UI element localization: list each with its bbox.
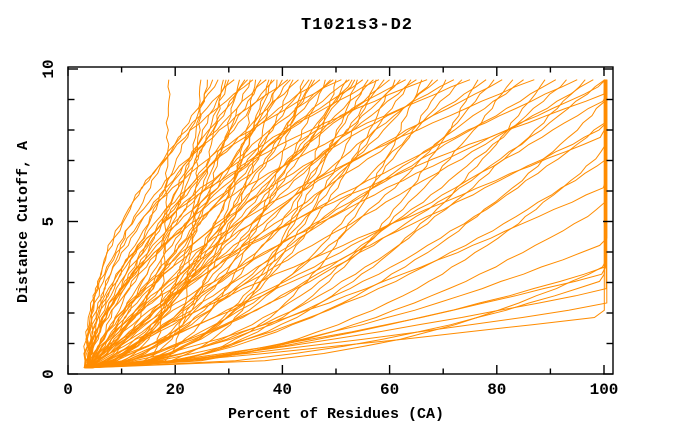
model-curve	[90, 79, 390, 368]
model-curve	[90, 79, 605, 369]
model-curve	[88, 79, 377, 369]
model-curve	[89, 79, 433, 369]
model-curve	[89, 79, 607, 369]
model-curve	[86, 79, 270, 369]
model-curve	[89, 79, 262, 369]
x-tick-label: 20	[166, 381, 185, 399]
model-curve	[86, 79, 606, 369]
x-tick-label: 100	[590, 381, 619, 399]
model-curve	[88, 79, 487, 369]
model-curve	[90, 79, 326, 369]
model-curve	[87, 79, 607, 369]
model-curve	[86, 79, 608, 369]
model-curve	[83, 79, 235, 368]
axis-ticks	[67, 67, 613, 375]
model-curve	[88, 79, 248, 369]
x-tick-label: 80	[487, 381, 506, 399]
tick-labels: 0 20 40 60 80 100 0 5 10	[40, 59, 618, 399]
model-curve	[86, 79, 514, 369]
model-curve	[84, 79, 439, 369]
model-curve	[85, 79, 412, 369]
model-curve	[88, 79, 503, 369]
model-curve	[86, 79, 374, 369]
model-curve	[87, 79, 471, 368]
y-axis-label: Distance Cutoff, A	[15, 141, 32, 303]
model-curve	[85, 79, 227, 369]
model-curve	[85, 79, 607, 369]
model-curve	[86, 79, 586, 369]
chart-title: T1021s3-D2	[301, 16, 413, 35]
model-curve	[90, 79, 230, 369]
x-tick-label: 60	[380, 381, 399, 399]
plot-frame	[67, 66, 614, 375]
model-curve	[86, 79, 313, 369]
model-curve	[90, 79, 578, 369]
model-curve	[88, 79, 594, 369]
model-curve	[87, 79, 605, 369]
model-curve	[88, 79, 278, 369]
y-tick-label: 0	[40, 369, 58, 379]
model-curve	[87, 79, 219, 368]
x-tick-label: 0	[63, 381, 73, 399]
model-curve	[87, 79, 334, 368]
model-curve	[83, 79, 267, 369]
model-curve	[87, 79, 524, 369]
model-curves	[83, 79, 608, 369]
model-curve	[89, 79, 291, 369]
model-curve	[83, 79, 331, 369]
model-curve	[85, 79, 607, 369]
x-axis-label: Percent of Residues (CA)	[228, 406, 444, 423]
x-tick-label: 40	[273, 381, 292, 399]
y-tick-label: 10	[40, 59, 58, 78]
model-curve	[90, 79, 358, 369]
model-curve	[86, 79, 342, 368]
model-curve	[91, 79, 246, 368]
model-curve	[87, 79, 240, 369]
model-curve	[87, 79, 356, 369]
model-curve	[87, 79, 423, 369]
model-curve	[85, 79, 546, 369]
y-tick-label: 5	[40, 217, 58, 227]
model-curve	[87, 79, 606, 369]
model-curve	[88, 79, 353, 369]
model-curve	[91, 79, 417, 369]
